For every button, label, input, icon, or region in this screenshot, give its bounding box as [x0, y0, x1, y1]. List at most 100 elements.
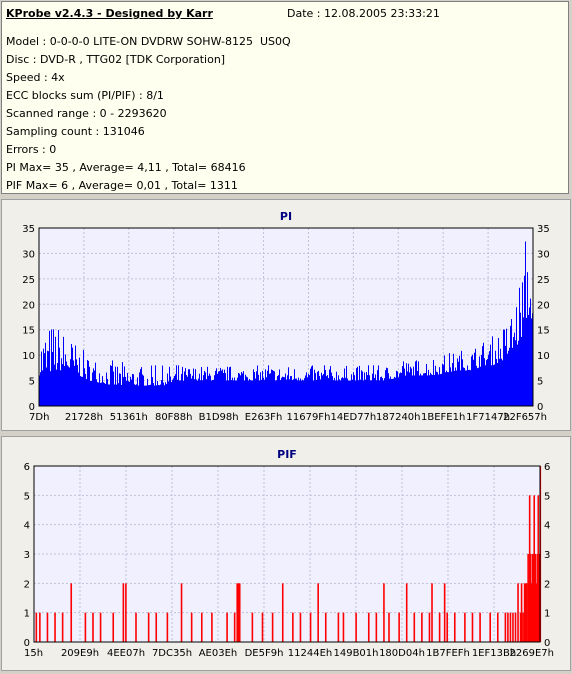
pi-bar [379, 380, 380, 406]
pif-ytick-right: 3 [544, 550, 550, 561]
pif-xtick-label: 149B01h [333, 648, 378, 659]
pi-bar [101, 382, 102, 406]
pi-bar [426, 363, 427, 406]
pi-bar [133, 374, 134, 406]
pi-bar [347, 378, 348, 406]
pi-bar [140, 369, 141, 406]
pi-bar [300, 378, 301, 406]
pi-bar [445, 372, 446, 406]
info-pi-stats: PI Max= 35 , Average= 4,11 , Total= 6841… [6, 161, 246, 174]
pi-bar [424, 373, 425, 406]
pi-bar [279, 369, 280, 406]
pi-bar [119, 373, 120, 406]
pi-bar [286, 379, 287, 406]
pi-bar [211, 380, 212, 406]
pi-bar [486, 360, 487, 406]
pi-xtick-label: B1D98h [199, 412, 239, 423]
pi-bar [319, 375, 320, 406]
pi-bar [437, 372, 438, 406]
pi-bar [91, 381, 92, 406]
pi-bar [195, 369, 196, 406]
pi-bar [340, 380, 341, 406]
pi-ytick-left: 0 [29, 402, 35, 413]
pi-bar [180, 380, 181, 406]
pi-bar [328, 378, 329, 406]
pi-bar [159, 385, 160, 406]
pi-xtick-label: 51361h [110, 412, 148, 423]
pif-xtick-label: 4EE07h [107, 648, 145, 659]
pi-bar [416, 360, 417, 406]
pif-xtick-label: 209E9h [61, 648, 99, 659]
scan-date: Date : 12.08.2005 23:33:21 [287, 7, 440, 20]
pi-bar [260, 372, 261, 406]
pif-bar [421, 612, 423, 642]
pi-bar [333, 380, 334, 406]
pi-bar [222, 369, 223, 406]
pif-bar [388, 612, 390, 642]
pi-bar [366, 371, 367, 406]
pi-bar [357, 366, 358, 406]
pi-bar [356, 368, 357, 406]
pi-bar [65, 354, 66, 406]
pi-bar [489, 351, 490, 406]
pi-bar [237, 377, 238, 406]
pi-bar [72, 347, 73, 406]
pif-bar [238, 583, 241, 642]
pi-bar [251, 380, 252, 406]
pif-bar [309, 612, 312, 642]
pi-bar [376, 380, 377, 406]
pi-bar [281, 377, 282, 406]
pif-bar [535, 583, 538, 642]
pi-bar [67, 365, 68, 406]
pi-bar [370, 380, 371, 406]
pi-bar [184, 371, 185, 406]
pif-bar [342, 612, 345, 642]
pif-bar [537, 495, 540, 642]
pi-bar [175, 374, 176, 406]
pi-bar [201, 367, 202, 406]
pi-bar [289, 379, 290, 406]
pi-bar [95, 362, 96, 406]
pi-bar [173, 378, 174, 406]
pi-bar [53, 329, 54, 406]
pif-ytick-right: 4 [544, 521, 550, 532]
pi-bar [476, 365, 477, 406]
pif-bar [413, 612, 416, 642]
pif-ytick-left: 6 [24, 462, 30, 473]
pi-bar [299, 380, 300, 406]
pif-bar [125, 583, 127, 642]
pi-bar [196, 379, 197, 406]
pif-bar [299, 612, 302, 642]
pi-bar [259, 380, 260, 406]
pi-bar [214, 375, 215, 406]
pi-bar [309, 375, 310, 406]
pi-bar [245, 374, 246, 406]
pi-bar [493, 365, 494, 406]
pi-bar [391, 378, 392, 406]
pi-bar [120, 373, 121, 406]
pi-bar [491, 365, 492, 406]
pi-bar [181, 374, 182, 406]
pi-bar [487, 358, 488, 406]
pi-bar [56, 369, 57, 406]
pi-bar [334, 377, 335, 406]
pif-bar [261, 612, 264, 642]
pif-bar [190, 612, 193, 642]
pif-bar [92, 612, 94, 642]
pi-bar [467, 365, 468, 406]
pi-bar [369, 375, 370, 406]
pi-bar [296, 378, 297, 406]
pi-bar [267, 370, 268, 406]
pif-chart-title: PIF [277, 448, 297, 461]
pi-bar [273, 370, 274, 406]
pi-bar [93, 368, 94, 406]
pi-bar [396, 370, 397, 406]
pi-bar [96, 379, 97, 406]
pif-bar [39, 612, 41, 642]
pi-bar [444, 355, 445, 406]
pi-bar [136, 384, 137, 406]
pi-chart-title: PI [280, 210, 292, 223]
pi-bar [170, 376, 171, 406]
pi-bar [268, 365, 269, 406]
pi-bar [513, 337, 514, 406]
